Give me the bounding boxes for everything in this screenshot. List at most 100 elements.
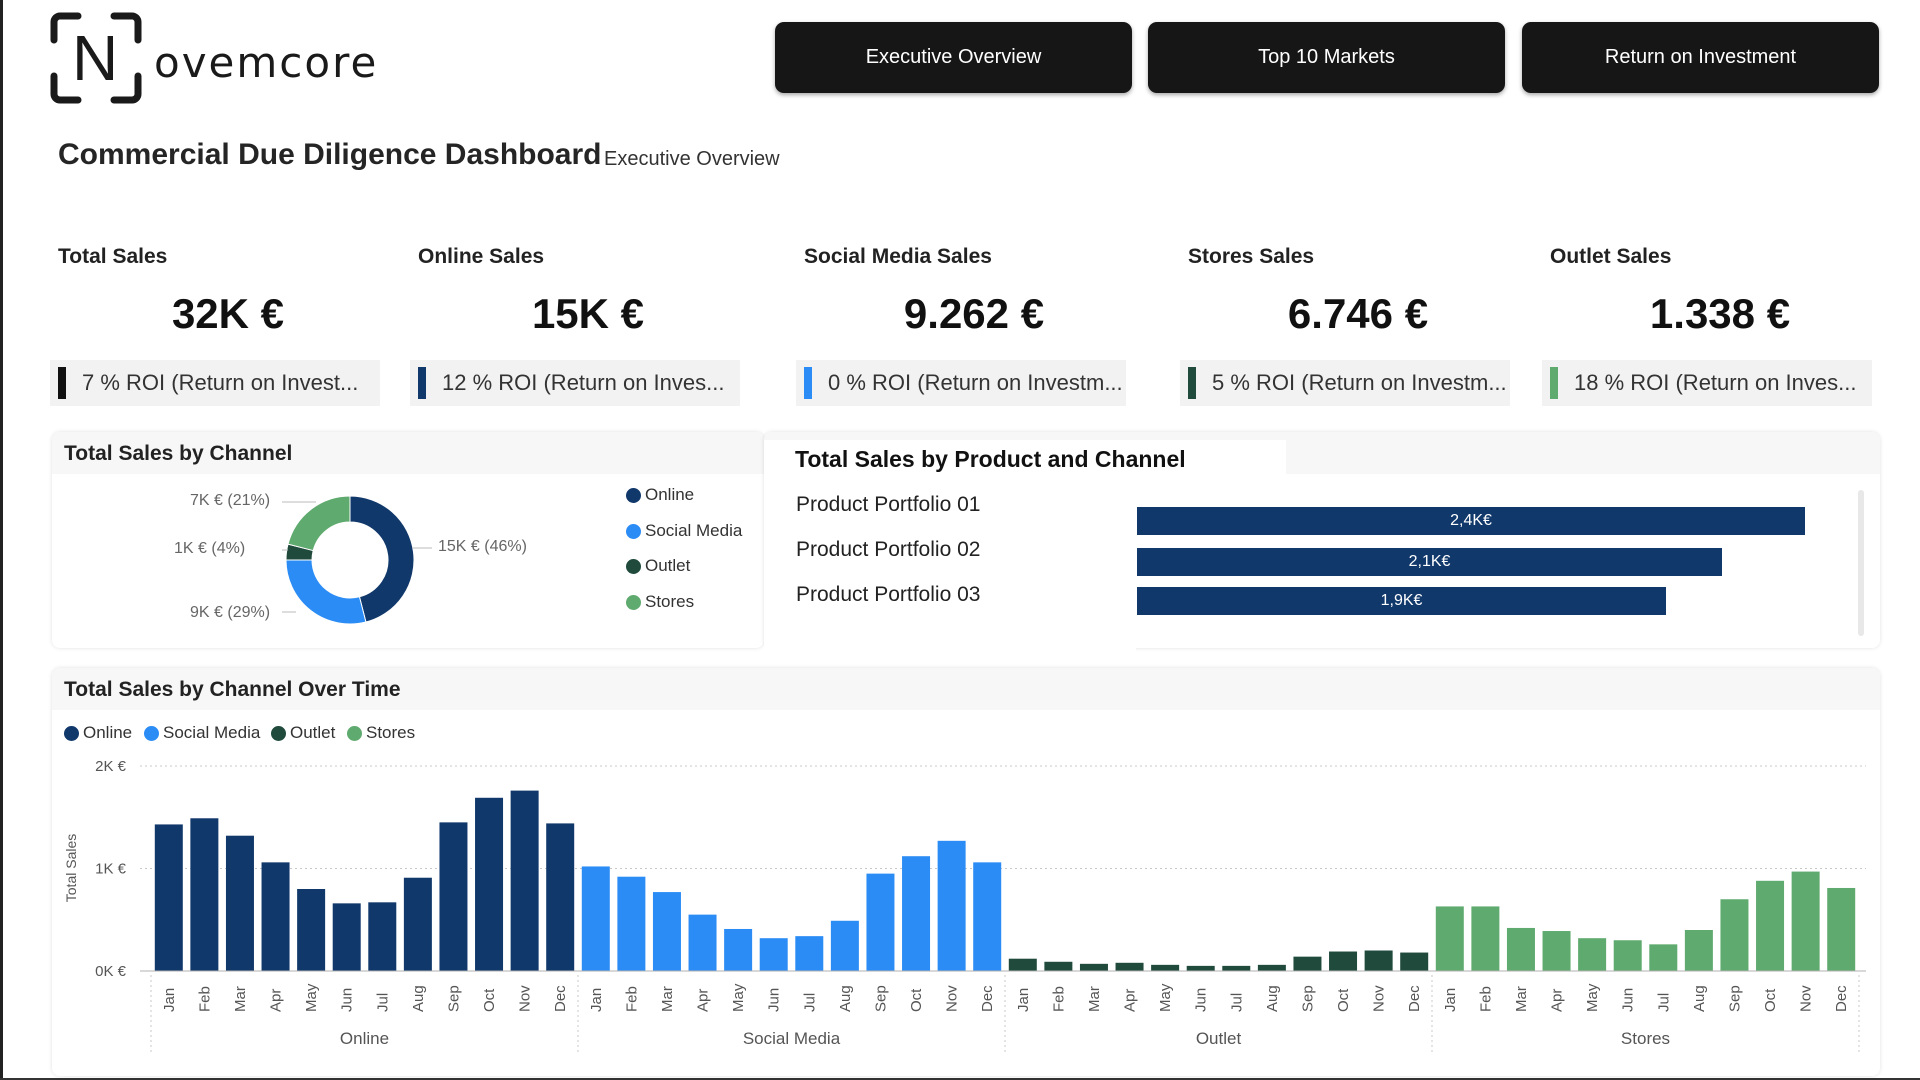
legend-dot	[626, 594, 641, 610]
bar-social-media-jul[interactable]	[795, 936, 824, 971]
kpi-roi-text: 18 % ROI (Return on Inves...	[1574, 370, 1857, 395]
roi-color-bar	[804, 367, 812, 399]
legend-dot	[64, 725, 79, 741]
bar-outlet-feb[interactable]	[1044, 961, 1073, 971]
bar-online-aug[interactable]	[403, 877, 432, 971]
page-title: Commercial Due Diligence Dashboard	[58, 138, 602, 171]
x-tick-month: Oct	[908, 988, 925, 1012]
bar-outlet-jan[interactable]	[1008, 958, 1037, 971]
bar-online-may[interactable]	[297, 889, 326, 971]
x-tick-month: Sep	[872, 985, 889, 1012]
legend-social-media[interactable]: Social Media	[626, 521, 742, 541]
bar-stores-aug[interactable]	[1684, 930, 1713, 971]
kpi-roi-card: 5 % ROI (Return on Investm...	[1180, 360, 1510, 406]
x-tick-month: May	[1584, 983, 1601, 1012]
time-legend-social-media[interactable]: Social Media	[144, 723, 260, 743]
y-tick-label: 2K €	[95, 758, 127, 775]
bar-social-media-sep[interactable]	[866, 873, 895, 971]
donut-label-online: 15K € (46%)	[438, 538, 527, 555]
x-tick-month: Sep	[1299, 985, 1316, 1012]
legend-stores[interactable]: Stores	[626, 592, 694, 612]
x-tick-month: Oct	[1335, 988, 1352, 1012]
x-tick-month: Jan	[1015, 988, 1032, 1012]
donut-label-outlet: 1K € (4%)	[174, 540, 246, 557]
bar-online-sep[interactable]	[439, 822, 468, 971]
bar-outlet-mar[interactable]	[1079, 963, 1108, 971]
bar-outlet-oct[interactable]	[1329, 951, 1358, 971]
legend-online[interactable]: Online	[626, 485, 694, 505]
bar-stores-dec[interactable]	[1827, 887, 1856, 971]
bar-stores-apr[interactable]	[1542, 931, 1571, 971]
kpi-value: 1.338 €	[1649, 290, 1791, 337]
bar-online-nov[interactable]	[510, 790, 539, 971]
bar-stores-oct[interactable]	[1756, 880, 1785, 971]
bar-outlet-nov[interactable]	[1364, 950, 1393, 972]
bar-outlet-jul[interactable]	[1222, 965, 1251, 971]
bar-stores-jul[interactable]	[1649, 944, 1678, 971]
x-tick-month: Jul	[374, 993, 391, 1012]
bar-social-media-dec[interactable]	[973, 862, 1002, 971]
bar-social-media-jun[interactable]	[759, 938, 788, 971]
bar-social-media-may[interactable]	[724, 928, 753, 971]
time-legend-stores[interactable]: Stores	[347, 723, 415, 743]
x-tick-month: Jul	[1655, 993, 1672, 1012]
x-tick-month: Mar	[1513, 986, 1530, 1012]
time-legend-outlet[interactable]: Outlet	[271, 723, 335, 743]
bar-stores-nov[interactable]	[1791, 871, 1820, 971]
bar-outlet-sep[interactable]	[1293, 956, 1322, 971]
bar-social-media-feb[interactable]	[617, 876, 646, 971]
x-tick-month: Mar	[1086, 986, 1103, 1012]
bar-online-dec[interactable]	[546, 823, 575, 971]
bar-stores-may[interactable]	[1578, 938, 1607, 971]
donut-chart[interactable]	[270, 480, 430, 640]
nav-executive-overview-button[interactable]: Executive Overview	[775, 22, 1132, 93]
bar-online-oct[interactable]	[475, 797, 504, 971]
bar-stores-sep[interactable]	[1720, 899, 1749, 971]
time-legend-online[interactable]: Online	[64, 723, 132, 743]
x-group-label: Stores	[1621, 1029, 1670, 1048]
bar-online-feb[interactable]	[190, 818, 219, 971]
bar-online-mar[interactable]	[225, 835, 254, 971]
donut-slice-online[interactable]	[349, 495, 415, 623]
panel-header	[52, 668, 1880, 710]
bar-social-media-apr[interactable]	[688, 914, 717, 971]
brand-logo: N ovemcore	[50, 12, 376, 108]
bar-outlet-may[interactable]	[1151, 964, 1180, 971]
legend-label: Outlet	[645, 556, 691, 575]
bar-online-jan[interactable]	[154, 824, 183, 971]
bar-social-media-mar[interactable]	[652, 892, 681, 971]
bar-social-media-oct[interactable]	[902, 856, 931, 971]
bar-outlet-apr[interactable]	[1115, 962, 1144, 971]
product-bar[interactable]: 2,1K€	[1137, 548, 1722, 576]
nav-return-on-investment-button[interactable]: Return on Investment	[1522, 22, 1879, 93]
bar-online-jun[interactable]	[332, 903, 361, 971]
bar-social-media-jan[interactable]	[581, 866, 610, 971]
kpi-label: Online Sales	[418, 245, 545, 268]
bar-online-apr[interactable]	[261, 862, 290, 971]
bar-social-media-aug[interactable]	[830, 920, 859, 971]
bar-outlet-dec[interactable]	[1400, 952, 1429, 971]
x-tick-month: Jun	[766, 988, 783, 1012]
bar-outlet-jun[interactable]	[1186, 965, 1215, 971]
product-bar[interactable]: 2,4K€	[1137, 507, 1805, 535]
legend-outlet[interactable]: Outlet	[626, 556, 690, 576]
bar-online-jul[interactable]	[368, 902, 397, 971]
x-tick-month: Jun	[339, 988, 356, 1012]
bar-outlet-aug[interactable]	[1257, 964, 1286, 971]
panel-title: Total Sales by Channel	[64, 442, 293, 465]
product-panel-scrollbar[interactable]	[1858, 490, 1864, 636]
legend-dot	[626, 487, 641, 503]
nav-top-10-markets-button[interactable]: Top 10 Markets	[1148, 22, 1505, 93]
bar-stores-jun[interactable]	[1613, 940, 1642, 971]
x-tick-month: Apr	[1549, 989, 1566, 1012]
bar-stores-jan[interactable]	[1435, 906, 1464, 971]
bar-social-media-nov[interactable]	[937, 840, 966, 971]
product-bar[interactable]: 1,9K€	[1137, 587, 1666, 615]
donut-slice-stores[interactable]	[287, 495, 351, 552]
legend-dot	[626, 523, 641, 539]
bar-stores-mar[interactable]	[1506, 927, 1535, 971]
kpi-roi-text: 5 % ROI (Return on Investm...	[1212, 370, 1507, 395]
legend-dot	[271, 725, 286, 741]
bar-stores-feb[interactable]	[1471, 906, 1500, 971]
